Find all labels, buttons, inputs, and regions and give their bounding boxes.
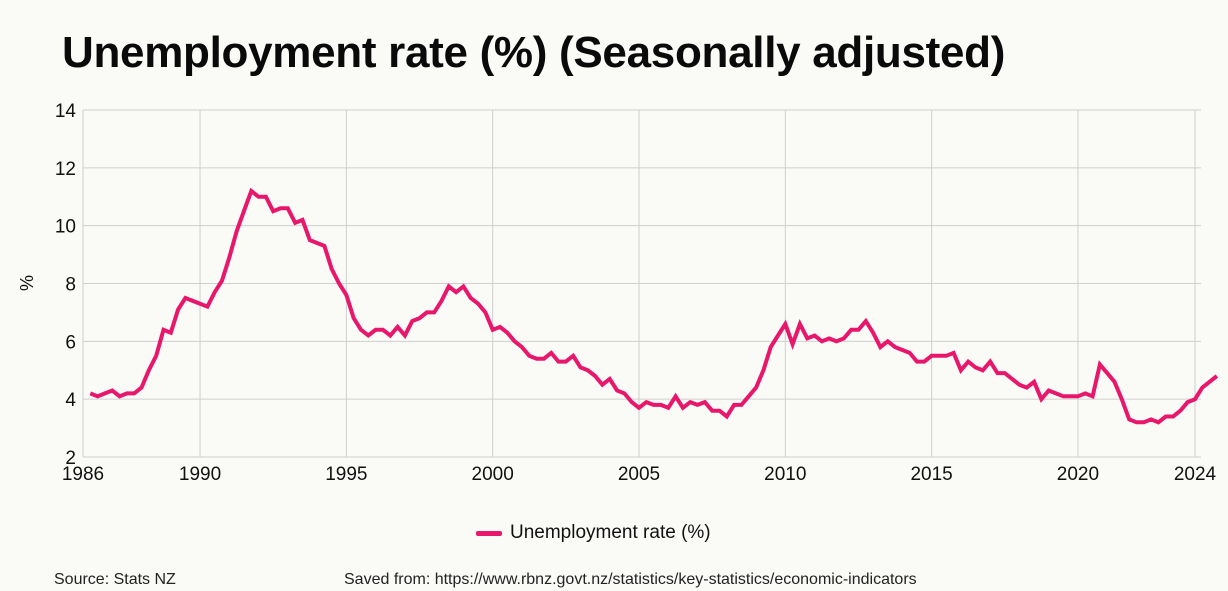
- legend-label: Unemployment rate (%): [510, 522, 711, 543]
- legend: Unemployment rate (%): [476, 522, 711, 544]
- x-tick-label-2000: 2000: [472, 464, 514, 485]
- x-tick-label-2010: 2010: [764, 464, 806, 485]
- y-axis-label: %: [17, 275, 37, 291]
- grid-lines: [82, 109, 1201, 458]
- series-line-unemployment-rate: [89, 187, 1219, 425]
- y-tick-label-4: 4: [65, 390, 76, 411]
- y-tick-label-10: 10: [55, 217, 76, 238]
- series-group: [89, 187, 1219, 425]
- y-axis-ticks: 2 4 6 8 10 12 14: [55, 101, 77, 469]
- y-tick-label-2: 2: [65, 448, 76, 469]
- x-tick-label-2020: 2020: [1057, 464, 1099, 485]
- source-note: Source: Stats NZ: [54, 571, 176, 588]
- x-tick-label-1995: 1995: [325, 464, 367, 485]
- chart-title: Unemployment rate (%) (Seasonally adjust…: [62, 28, 1006, 77]
- y-tick-label-14: 14: [55, 101, 77, 122]
- y-tick-label-6: 6: [65, 332, 76, 353]
- x-tick-label-1986: 1986: [62, 464, 104, 485]
- x-tick-label-1990: 1990: [179, 464, 221, 485]
- y-tick-label-12: 12: [55, 159, 76, 180]
- x-tick-label-2005: 2005: [618, 464, 660, 485]
- x-tick-label-2024: 2024: [1174, 464, 1217, 485]
- saved-from-note: Saved from: https://www.rbnz.govt.nz/sta…: [344, 571, 917, 588]
- legend-swatch-unemployment-rate: [476, 530, 502, 536]
- x-tick-label-2015: 2015: [910, 464, 952, 485]
- y-tick-label-8: 8: [65, 275, 76, 296]
- x-axis-ticks: 1986 1990 1995 2000 2005 2010 2015 2020 2024: [62, 464, 1217, 485]
